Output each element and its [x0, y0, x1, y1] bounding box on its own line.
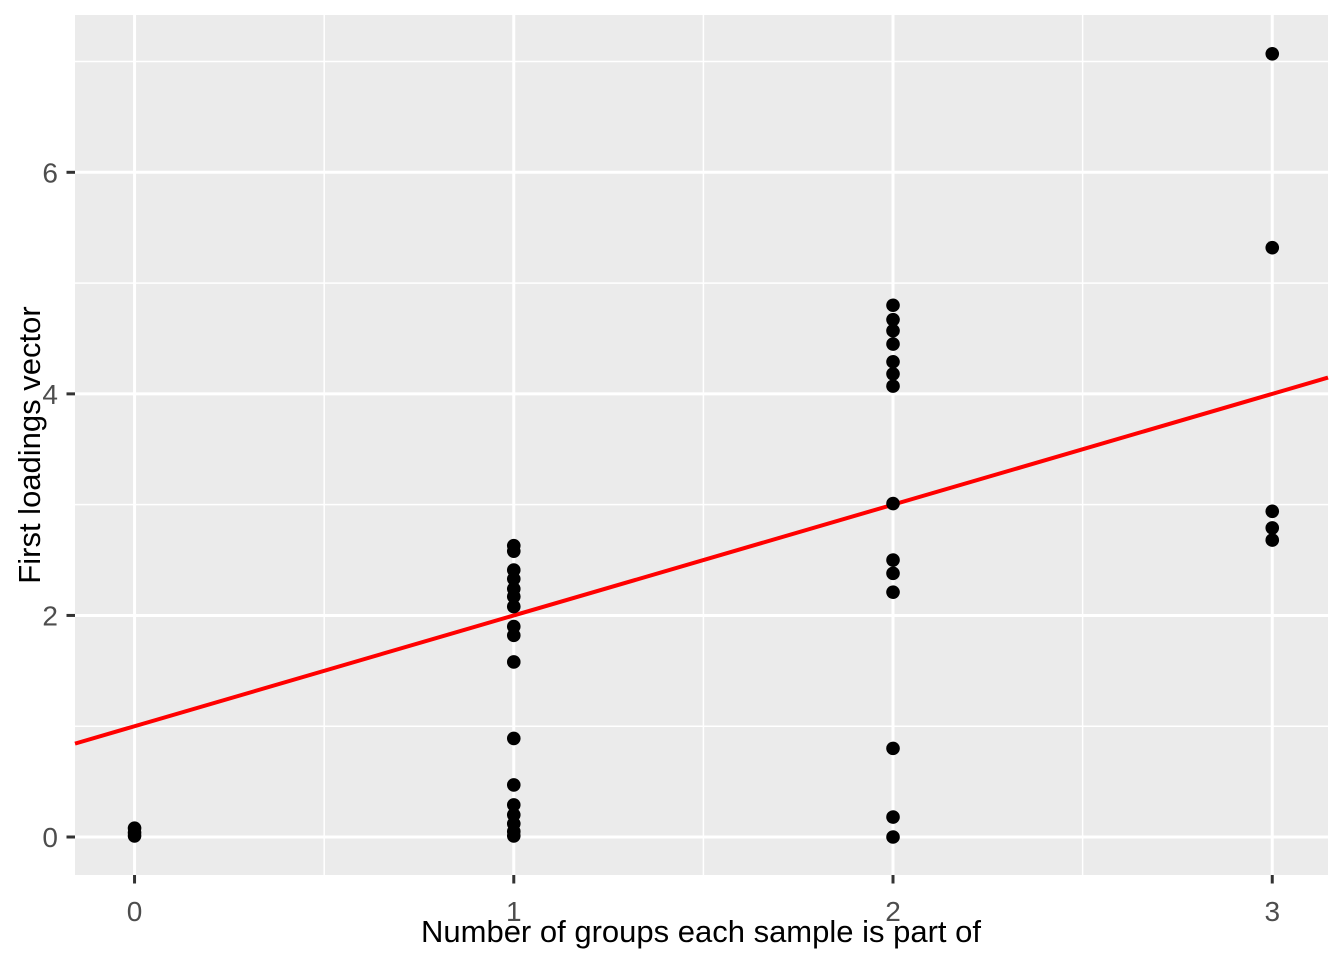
data-point	[886, 337, 900, 351]
y-tick-label: 2	[42, 600, 58, 631]
data-point	[886, 354, 900, 369]
x-tick-label: 1	[506, 896, 522, 927]
data-point	[886, 553, 900, 567]
data-point	[886, 496, 900, 511]
data-point	[506, 544, 521, 558]
data-point	[1265, 533, 1280, 547]
y-tick-label: 6	[42, 157, 58, 188]
data-point	[886, 312, 900, 327]
data-point	[127, 829, 142, 843]
y-tick-label: 4	[42, 379, 58, 410]
data-point	[506, 731, 521, 746]
data-point	[506, 778, 521, 792]
data-point	[886, 585, 900, 599]
data-point	[506, 589, 521, 604]
data-point	[1265, 521, 1280, 535]
y-tick-label: 0	[42, 822, 58, 853]
y-axis-title: First loadings vector	[12, 306, 47, 584]
data-point	[1265, 504, 1280, 519]
data-point	[506, 572, 521, 586]
data-point	[886, 323, 900, 338]
data-point	[886, 367, 900, 381]
data-point	[886, 379, 900, 393]
data-point	[886, 298, 900, 313]
trend-line	[74, 375, 1329, 746]
data-point	[1265, 240, 1280, 255]
data-point	[886, 830, 900, 844]
data-point	[506, 655, 521, 669]
data-point	[886, 741, 900, 756]
data-point	[506, 829, 521, 843]
x-tick-label: 0	[127, 896, 143, 927]
data-point	[886, 566, 900, 581]
data-point	[506, 599, 521, 614]
x-tick-label: 3	[1264, 896, 1280, 927]
data-point	[506, 628, 521, 643]
data-point	[1265, 46, 1280, 61]
plot-panel	[75, 15, 1328, 875]
x-tick-label: 2	[885, 896, 901, 927]
data-point	[506, 798, 521, 812]
data-point	[886, 810, 900, 824]
x-axis-title: Number of groups each sample is part of	[421, 914, 981, 949]
